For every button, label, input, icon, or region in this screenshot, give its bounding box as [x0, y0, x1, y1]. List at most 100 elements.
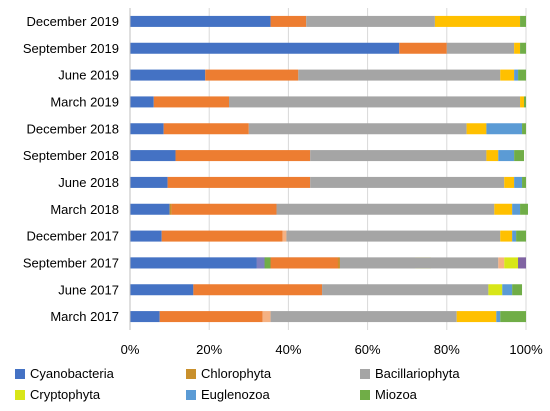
category-label: June 2017: [58, 282, 119, 297]
bar-segment: [466, 123, 487, 135]
bar-segment: [270, 15, 307, 27]
bar-segment: [524, 96, 526, 108]
bar-segment: [130, 150, 176, 162]
legend-swatch: [15, 369, 25, 379]
bar-segment: [229, 96, 521, 108]
x-tick-label: 20%: [196, 342, 222, 357]
legend-label: Miozoa: [375, 387, 418, 402]
legend-label: Cyanobacteria: [30, 366, 115, 381]
bar-segment: [399, 42, 447, 54]
bar-segment: [514, 69, 519, 81]
legend-label: Bacillariophyta: [375, 366, 460, 381]
bar-segment: [516, 230, 526, 242]
legend-swatch: [360, 369, 370, 379]
legend: Cyanobacteria Chlorophyta Bacillariophyta C…: [15, 366, 460, 402]
bar-segment: [520, 96, 525, 108]
bar-segment: [167, 176, 311, 188]
bar-segment: [502, 284, 513, 296]
bar-segment: [175, 150, 311, 162]
bar-segment: [256, 257, 265, 269]
bar-segment: [130, 96, 154, 108]
bar-segment: [163, 123, 249, 135]
bar-segment: [270, 257, 338, 269]
bar-segment: [130, 284, 194, 296]
bar-segment: [130, 69, 206, 81]
bar-segment: [161, 230, 283, 242]
bar-segment: [488, 284, 503, 296]
bar-segment: [504, 176, 515, 188]
bar-segment: [130, 230, 162, 242]
category-label: March 2018: [50, 202, 119, 217]
category-label: December 2018: [27, 121, 120, 136]
bar-segment: [306, 15, 435, 27]
bar-segment: [434, 15, 521, 27]
bar-segment: [130, 257, 257, 269]
bar-segment: [520, 203, 528, 215]
bar-segment: [322, 284, 489, 296]
legend-swatch: [15, 390, 25, 400]
category-label: September 2019: [23, 41, 119, 56]
bar-segment: [153, 96, 229, 108]
bar-segment: [512, 284, 523, 296]
bar-segment: [500, 69, 515, 81]
bar-segment: [298, 69, 501, 81]
bar-segment: [498, 257, 505, 269]
x-tick-label: 40%: [275, 342, 301, 357]
bar-segment: [337, 257, 340, 269]
legend-swatch: [360, 390, 370, 400]
bar-segment: [130, 15, 271, 27]
bar-segment: [286, 230, 501, 242]
bar-segment: [514, 176, 523, 188]
bar-segment: [504, 257, 519, 269]
bar-segment: [310, 176, 505, 188]
bar-segment: [310, 150, 487, 162]
bar-segment: [339, 257, 499, 269]
x-tick-label: 0%: [121, 342, 140, 357]
legend-label: Euglenozoa: [201, 387, 270, 402]
category-label: September 2018: [23, 148, 119, 163]
bar-segment: [264, 257, 271, 269]
bar-segment: [446, 42, 515, 54]
bar-segment: [130, 123, 164, 135]
bar-segment: [522, 176, 526, 188]
bar-segment: [248, 123, 467, 135]
bar-segment: [486, 123, 523, 135]
bar-segment: [169, 203, 172, 215]
bar-segment: [130, 203, 170, 215]
bar-segment: [130, 176, 168, 188]
category-label: December 2019: [27, 14, 120, 29]
bar-segment: [522, 123, 526, 135]
category-label: March 2019: [50, 94, 119, 109]
bar-segment: [270, 311, 457, 323]
legend-label: Chlorophyta: [201, 366, 272, 381]
bar-segment: [514, 150, 525, 162]
bar-segment: [514, 42, 521, 54]
bar-segment: [486, 150, 499, 162]
bar-segment: [500, 311, 526, 323]
bar-segment: [205, 69, 299, 81]
bar-segment: [518, 257, 526, 269]
category-label: March 2017: [50, 309, 119, 324]
x-tick-label: 100%: [509, 342, 543, 357]
bar-segment: [520, 15, 526, 27]
bar-segment: [498, 150, 515, 162]
category-label: December 2017: [27, 229, 120, 244]
bar-segment: [262, 311, 271, 323]
bar-segment: [130, 42, 400, 54]
category-labels: December 2019 September 2019 June 2019 Marc…: [23, 14, 119, 324]
tick-labels: 0% 20% 40% 60% 80% 100%: [121, 342, 543, 357]
bar-segment: [518, 69, 526, 81]
bar-segment: [512, 230, 517, 242]
bar-segment: [276, 203, 495, 215]
bar-segment: [494, 203, 513, 215]
legend-swatch: [186, 390, 196, 400]
x-tick-label: 60%: [355, 342, 381, 357]
category-label: June 2019: [58, 68, 119, 83]
x-tick-label: 80%: [434, 342, 460, 357]
bar-segment: [171, 203, 277, 215]
bar-segment: [193, 284, 323, 296]
bar-segment: [282, 230, 287, 242]
bar-segment: [500, 230, 513, 242]
bar-segment: [496, 311, 501, 323]
